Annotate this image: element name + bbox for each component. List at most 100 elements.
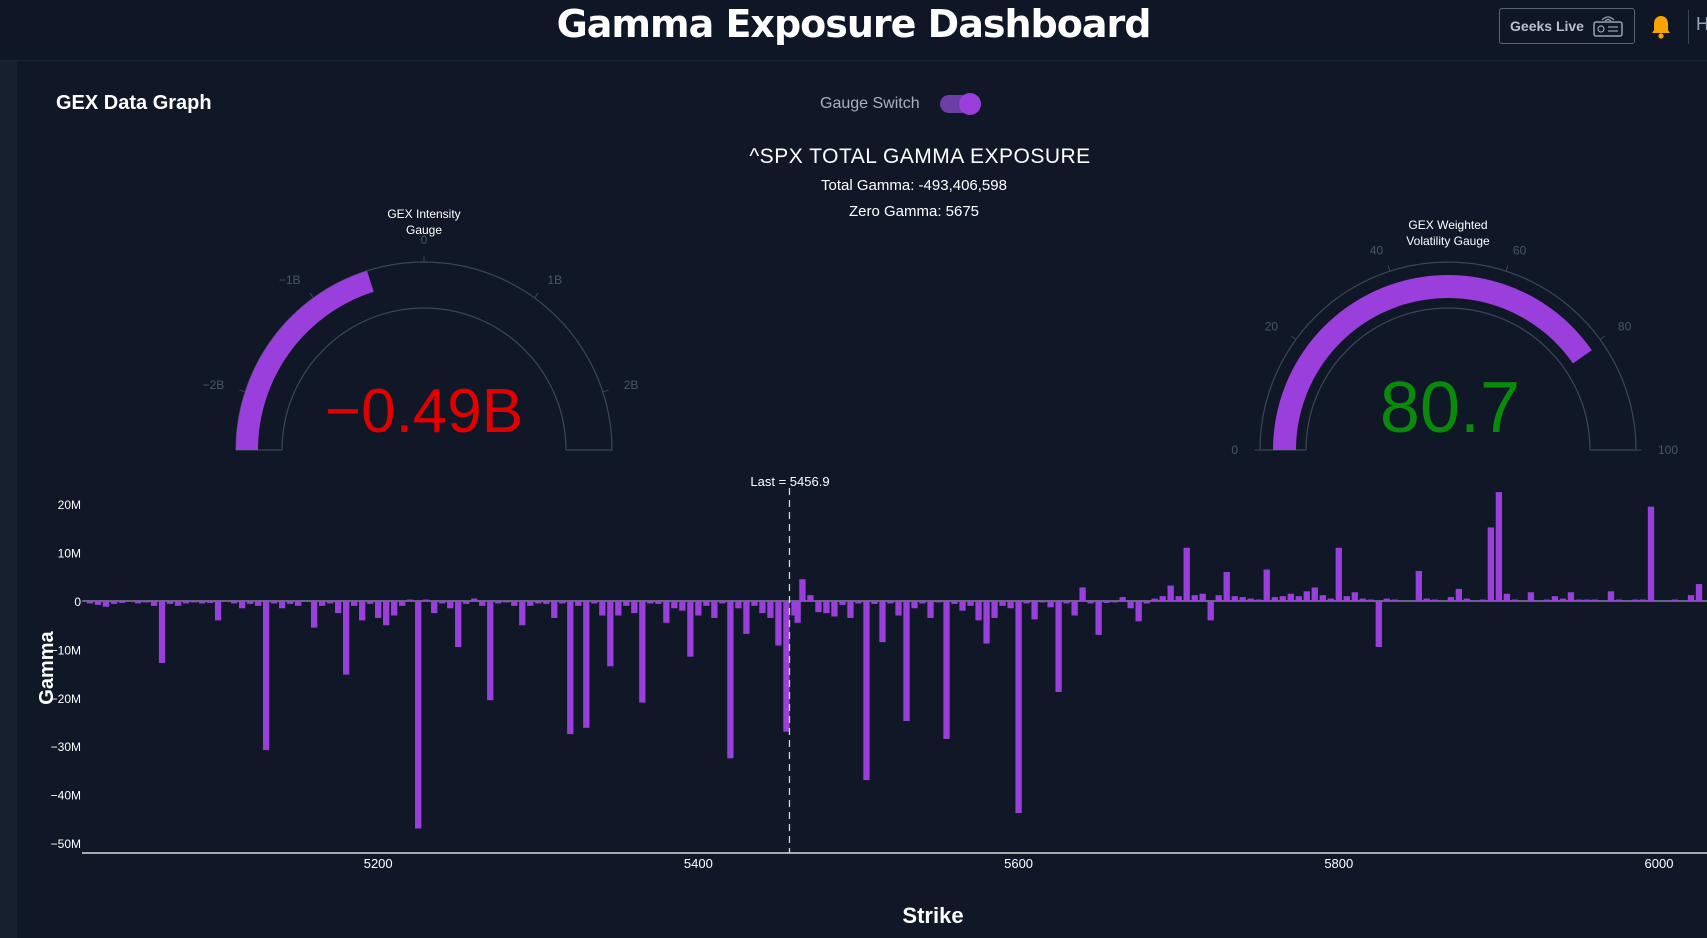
- gamma-bar[interactable]: [1335, 547, 1342, 601]
- gauge-switch-toggle[interactable]: [940, 93, 981, 115]
- gamma-bar[interactable]: [559, 601, 566, 604]
- gamma-bar[interactable]: [679, 601, 686, 611]
- gamma-bar[interactable]: [1119, 597, 1126, 601]
- gamma-bar[interactable]: [535, 601, 542, 604]
- gamma-bar[interactable]: [695, 601, 702, 616]
- gamma-bar[interactable]: [375, 601, 382, 618]
- gamma-bar[interactable]: [655, 601, 662, 604]
- gamma-bar[interactable]: [647, 601, 654, 604]
- gamma-bar[interactable]: [1343, 596, 1350, 601]
- gamma-bar[interactable]: [1295, 596, 1302, 601]
- gamma-bar[interactable]: [1207, 601, 1214, 621]
- gamma-bar[interactable]: [623, 601, 630, 606]
- gamma-bar[interactable]: [238, 601, 246, 609]
- gamma-bar[interactable]: [1615, 599, 1623, 601]
- gamma-bar[interactable]: [1095, 601, 1102, 635]
- gamma-bar[interactable]: [791, 601, 798, 616]
- gamma-bar[interactable]: [1551, 596, 1559, 601]
- gamma-bar[interactable]: [1463, 598, 1471, 601]
- geeks-live-button[interactable]: Geeks Live: [1499, 8, 1635, 44]
- gamma-bar[interactable]: [1487, 527, 1495, 601]
- gamma-bar[interactable]: [1111, 601, 1118, 603]
- gamma-bar[interactable]: [511, 601, 518, 606]
- gamma-bar[interactable]: [246, 601, 254, 604]
- gamma-bar[interactable]: [158, 601, 166, 663]
- gamma-bar[interactable]: [174, 601, 182, 606]
- truncated-menu-text[interactable]: H: [1696, 14, 1707, 34]
- gamma-bar[interactable]: [1495, 492, 1503, 601]
- gamma-bar[interactable]: [895, 601, 902, 616]
- gamma-bar[interactable]: [951, 601, 958, 604]
- gamma-bar[interactable]: [1215, 595, 1222, 601]
- gamma-bar[interactable]: [1079, 587, 1086, 601]
- gamma-bar[interactable]: [1303, 591, 1310, 601]
- gamma-bar[interactable]: [807, 595, 814, 601]
- gamma-bar[interactable]: [1327, 598, 1334, 601]
- gamma-bar[interactable]: [943, 601, 950, 739]
- gamma-bar[interactable]: [254, 601, 262, 606]
- gamma-bar[interactable]: [1231, 596, 1238, 601]
- gamma-bar[interactable]: [1559, 598, 1567, 601]
- gamma-bar[interactable]: [310, 601, 318, 628]
- gamma-bar[interactable]: [607, 601, 614, 667]
- gamma-bar[interactable]: [663, 601, 670, 623]
- gamma-bar[interactable]: [463, 601, 470, 604]
- gamma-bar[interactable]: [887, 601, 894, 604]
- gamma-bar[interactable]: [1151, 598, 1158, 601]
- gamma-bar[interactable]: [1647, 506, 1655, 601]
- gamma-bar[interactable]: [318, 601, 326, 606]
- gamma-bar[interactable]: [327, 601, 334, 604]
- gamma-bar[interactable]: [198, 601, 206, 604]
- gamma-bar[interactable]: [1575, 599, 1583, 601]
- gamma-bar[interactable]: [1311, 587, 1318, 601]
- gamma-bar[interactable]: [999, 601, 1006, 606]
- gamma-bar[interactable]: [1159, 596, 1166, 601]
- gamma-bar[interactable]: [110, 601, 118, 604]
- gamma-bar[interactable]: [1271, 597, 1278, 601]
- gamma-bar[interactable]: [479, 601, 486, 606]
- gamma-bar[interactable]: [1143, 601, 1150, 604]
- gamma-bar[interactable]: [903, 601, 910, 722]
- gamma-bar[interactable]: [447, 601, 454, 609]
- gamma-bar[interactable]: [335, 601, 342, 614]
- gamma-bar[interactable]: [399, 601, 406, 606]
- gamma-bar[interactable]: [839, 601, 846, 605]
- gamma-bar[interactable]: [230, 601, 238, 604]
- gamma-bar[interactable]: [567, 601, 574, 735]
- gamma-bar[interactable]: [639, 601, 646, 703]
- gamma-bar[interactable]: [367, 601, 374, 604]
- gamma-bar[interactable]: [1039, 601, 1046, 603]
- gamma-bar[interactable]: [527, 601, 534, 606]
- gamma-bar[interactable]: [1007, 601, 1014, 609]
- gamma-bar[interactable]: [927, 601, 934, 618]
- gamma-bar[interactable]: [1567, 592, 1575, 601]
- gamma-bar[interactable]: [1087, 601, 1094, 604]
- gamma-bar[interactable]: [294, 601, 302, 606]
- gamma-bar[interactable]: [519, 601, 526, 626]
- gamma-bar[interactable]: [911, 601, 918, 609]
- gamma-bar[interactable]: [1695, 584, 1703, 601]
- gamma-bar[interactable]: [407, 599, 414, 601]
- gamma-bar[interactable]: [190, 601, 198, 603]
- gamma-bar[interactable]: [735, 601, 742, 609]
- gamma-bar[interactable]: [150, 601, 158, 606]
- gamma-bar[interactable]: [583, 601, 590, 728]
- gamma-bar[interactable]: [343, 601, 350, 675]
- gamma-bar[interactable]: [631, 601, 638, 614]
- gamma-bar[interactable]: [1135, 601, 1142, 622]
- gamma-bar[interactable]: [871, 601, 878, 604]
- gamma-bar[interactable]: [182, 601, 190, 604]
- gamma-bar[interactable]: [1607, 591, 1615, 601]
- gamma-bar[interactable]: [1047, 601, 1054, 608]
- gamma-bar[interactable]: [495, 601, 502, 604]
- gamma-bar[interactable]: [1415, 570, 1422, 601]
- gamma-bar[interactable]: [799, 579, 806, 601]
- gamma-bar[interactable]: [783, 601, 790, 732]
- gamma-bar[interactable]: [1127, 601, 1134, 609]
- gamma-bar[interactable]: [1071, 601, 1078, 616]
- gamma-bar[interactable]: [1319, 595, 1326, 601]
- gamma-bar[interactable]: [471, 598, 478, 601]
- gamma-bar[interactable]: [1031, 601, 1038, 620]
- gamma-bar[interactable]: [1199, 593, 1206, 601]
- gamma-bar[interactable]: [383, 601, 390, 626]
